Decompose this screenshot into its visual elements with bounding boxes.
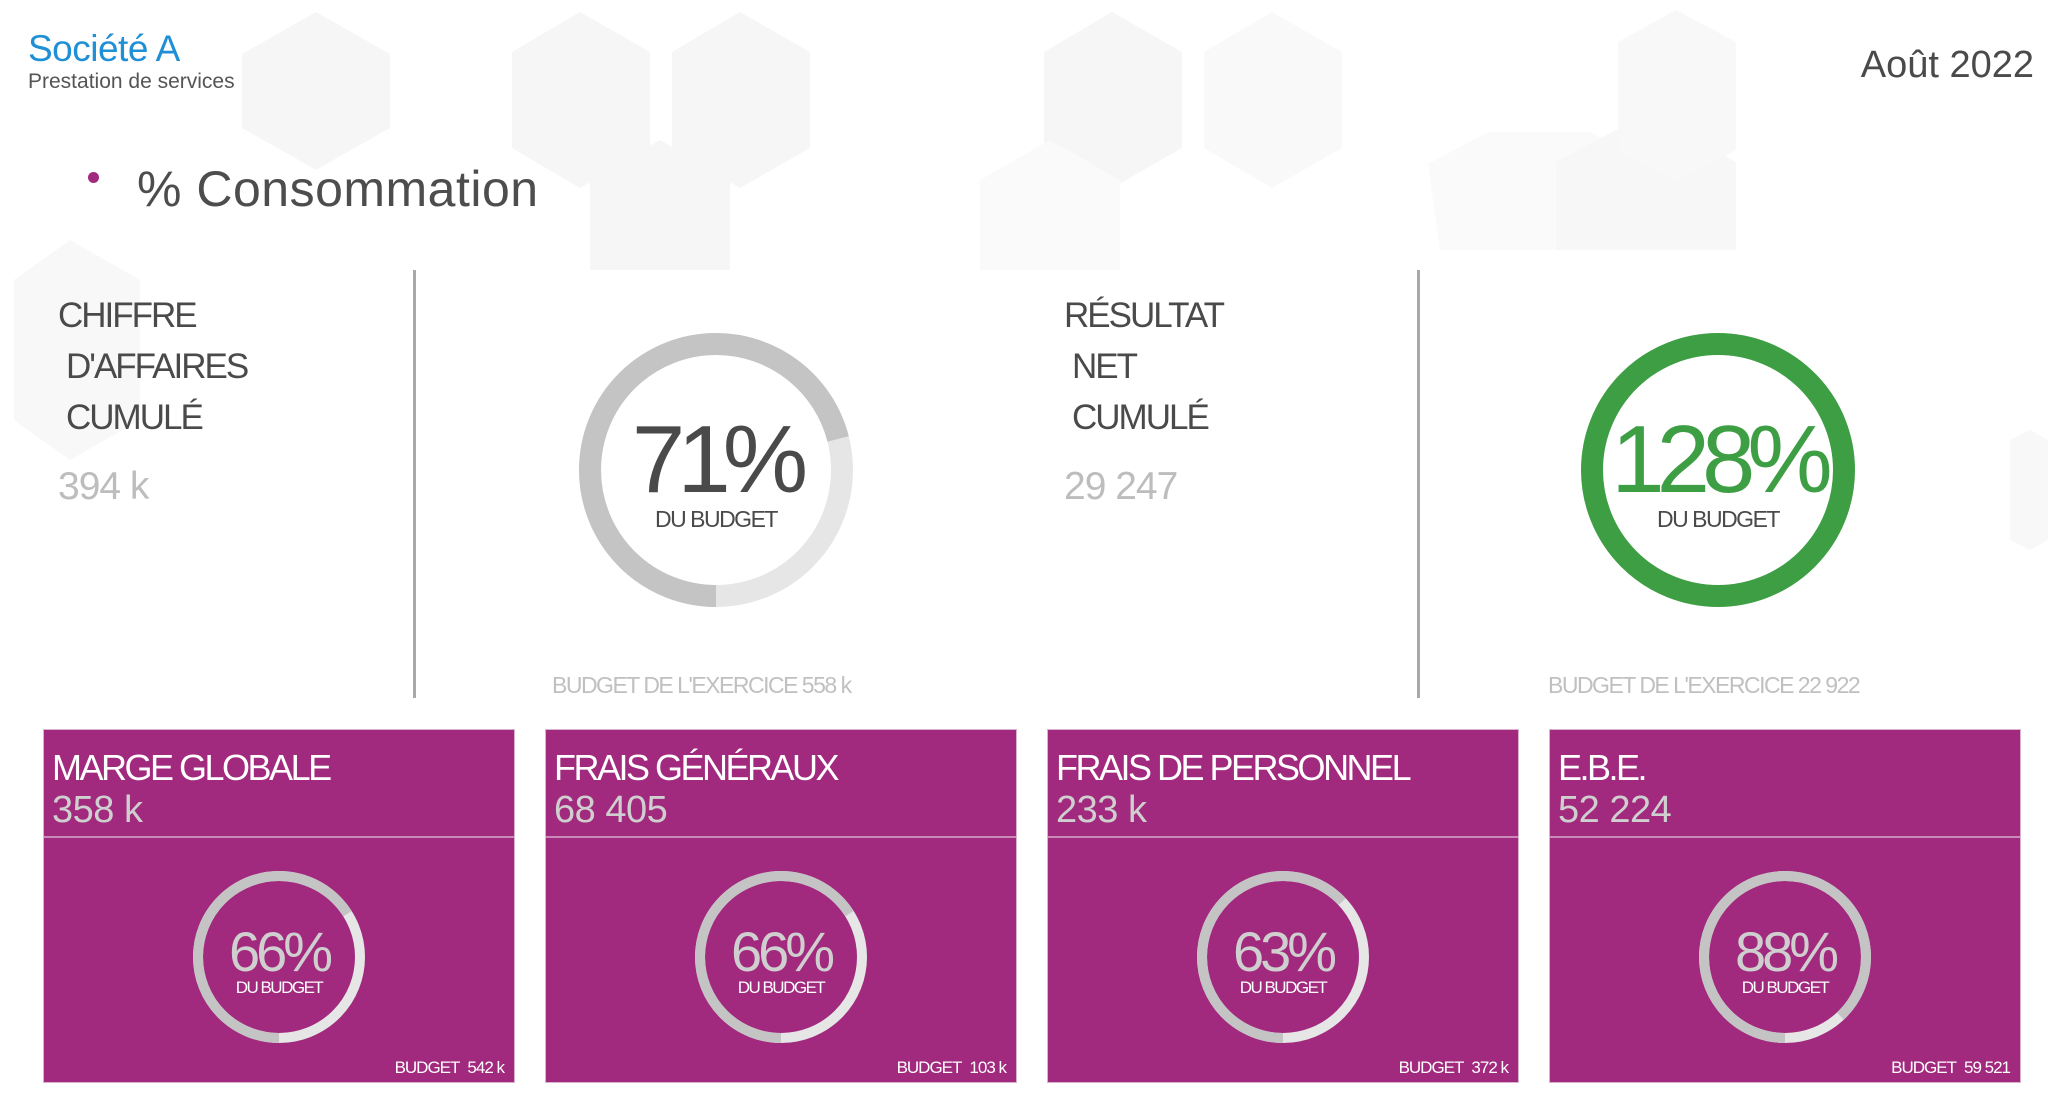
revenue-budget-line: BUDGET DE L'EXERCICE 558 k [552,672,852,698]
card-budget-value: 372 k [1471,1058,1509,1077]
card-budget: BUDGET 103 k [896,1058,1007,1078]
card-value: 68 405 [554,789,668,831]
card-budget: BUDGET 59 521 [1891,1058,2011,1078]
net-result-gauge: 128% DU BUDGET [1578,330,1858,610]
bullet-icon [88,171,99,183]
kpi-label-line: CUMULÉ [66,398,204,437]
kpi-net-result: RÉSULTAT NET CUMULÉ 29 247 [1064,290,1225,509]
card-budget: BUDGET 542 k [394,1058,505,1078]
card-frais-de-personnel: FRAIS DE PERSONNEL 233 k 63% DU BUDGET B… [1048,730,1518,1082]
card-gauge-ring [193,871,365,1043]
card-title: MARGE GLOBALE [52,747,332,788]
card-marge-globale: MARGE GLOBALE 358 k 66% DU BUDGET BUDGET… [44,730,514,1082]
revenue-gauge-percent: 71% [631,405,808,513]
card-budget: BUDGET 372 k [1398,1058,1509,1078]
card-gauge-percent: 66% [228,920,333,983]
net-result-gauge-ring [1581,333,1855,607]
card-value: 358 k [52,789,143,831]
section-title-text: % Consommation [137,161,539,217]
card-budget-label: BUDGET [896,1058,963,1077]
card-value: 52 224 [1558,789,1672,831]
kpi-revenue-label: CHIFFRE D'AFFAIRES CUMULÉ [58,290,249,443]
card-budget-value: 103 k [969,1058,1007,1077]
card-title: FRAIS DE PERSONNEL [1056,747,1412,788]
card-gauge-percent: 66% [730,920,835,983]
card-budget-label: BUDGET [394,1058,461,1077]
card-gauge-ring [695,871,867,1043]
kpi-divider [1417,270,1420,698]
card-budget-value: 542 k [467,1058,505,1077]
kpi-label-line: CUMULÉ [1072,398,1210,437]
section-title: % Consommation [88,160,539,218]
card-gauge-ring [1699,871,1871,1043]
card-gauge: 66% DU BUDGET [691,867,871,1047]
kpi-divider [413,270,416,698]
company-name: Société A [28,28,180,69]
kpi-revenue: CHIFFRE D'AFFAIRES CUMULÉ 394 k [58,290,249,509]
card-title: FRAIS GÉNÉRAUX [554,747,840,788]
period-label: Août 2022 [1860,44,2034,86]
card-gauge-ring [1197,871,1369,1043]
kpi-net-result-value: 29 247 [1064,465,1178,508]
kpi-label-line: CHIFFRE [58,296,198,335]
revenue-gauge-ring [579,333,853,607]
card-ebe: E.B.E. 52 224 88% DU BUDGET BUDGET 59 521 [1550,730,2020,1082]
kpi-net-result-label: RÉSULTAT NET CUMULÉ [1064,290,1225,443]
revenue-gauge-caption: DU BUDGET [655,505,778,532]
net-result-budget-line: BUDGET DE L'EXERCICE 22 922 [1548,672,1861,698]
card-frais-generaux: FRAIS GÉNÉRAUX 68 405 66% DU BUDGET BUDG… [546,730,1016,1082]
card-gauge-caption: DU BUDGET [1741,978,1830,997]
card-gauge-caption: DU BUDGET [1239,978,1328,997]
kpi-label-line: RÉSULTAT [1064,296,1225,335]
company-subtitle: Prestation de services [28,70,235,93]
revenue-gauge: 71% DU BUDGET [576,330,856,610]
card-gauge-caption: DU BUDGET [737,978,826,997]
card-value: 233 k [1056,789,1147,831]
card-title: E.B.E. [1558,747,1648,788]
kpi-revenue-value: 394 k [58,465,149,508]
card-gauge: 66% DU BUDGET [189,867,369,1047]
kpi-label-line: NET [1072,347,1138,386]
net-result-gauge-caption: DU BUDGET [1657,505,1780,532]
card-gauge: 88% DU BUDGET [1695,867,1875,1047]
card-budget-label: BUDGET [1891,1058,1957,1077]
card-gauge-percent: 88% [1734,920,1839,983]
card-gauge: 63% DU BUDGET [1193,867,1373,1047]
card-gauge-percent: 63% [1232,920,1337,983]
card-budget-value: 59 521 [1964,1058,2011,1077]
net-result-gauge-percent: 128% [1611,405,1833,513]
card-gauge-caption: DU BUDGET [235,978,324,997]
company-header: Société A Prestation de services [28,30,235,92]
card-budget-label: BUDGET [1398,1058,1465,1077]
kpi-label-line: D'AFFAIRES [66,347,249,386]
